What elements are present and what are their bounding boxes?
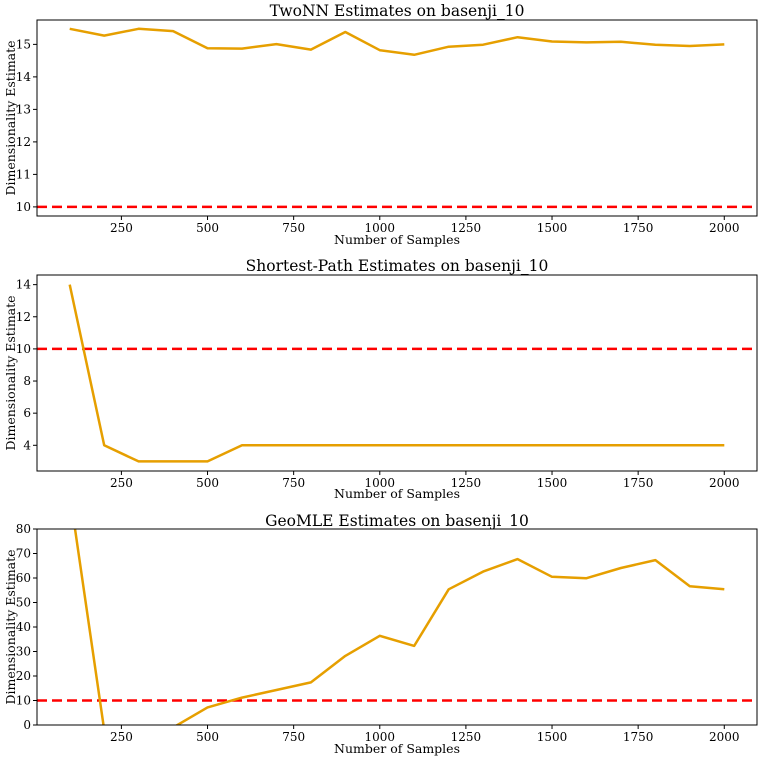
x-tick-label: 2000: [709, 476, 740, 490]
y-tick-label: 13: [16, 102, 31, 116]
series-line: [68, 284, 725, 463]
x-tick-label: 1500: [537, 730, 568, 744]
y-tick-label: 50: [16, 596, 31, 610]
x-tick-label: 500: [196, 730, 219, 744]
y-tick-label: 0: [23, 718, 31, 732]
y-tick-label: 14: [16, 70, 32, 84]
y-tick-label: 10: [16, 200, 31, 214]
y-tick-label: 12: [16, 310, 31, 324]
x-tick-label: 1000: [365, 730, 396, 744]
y-tick-label: 10: [16, 342, 31, 356]
plot-frame: [36, 274, 758, 472]
y-tick-label: 4: [23, 438, 31, 452]
x-tick-label: 1250: [451, 730, 482, 744]
y-axis-label: Dimensionality Estimate: [3, 295, 18, 450]
x-tick-label: 2000: [709, 221, 740, 235]
x-ticks: 250 500 750 1000 1250 1500 1750 2000: [110, 471, 740, 490]
y-tick-label: 20: [16, 669, 31, 683]
x-tick-label: 1250: [451, 476, 482, 490]
x-tick-label: 1000: [365, 221, 396, 235]
x-tick-label: 1000: [365, 476, 396, 490]
x-tick-label: 1750: [623, 476, 654, 490]
plot-frame: [36, 19, 758, 217]
y-tick-label: 8: [23, 374, 31, 388]
y-tick-label: 6: [23, 406, 31, 420]
y-tick-label: 10: [16, 694, 31, 708]
y-tick-label: 14: [16, 278, 32, 292]
y-ticks: 4 6 8 10 12 14: [16, 278, 37, 452]
series-line: [73, 529, 725, 725]
chart-title: Shortest-Path Estimates on basenji_10: [246, 257, 549, 275]
plot-area: [37, 20, 757, 216]
chart-panel-geomle: GeoMLE Estimates on basenji_10 250 500 750…: [3, 512, 758, 756]
x-axis-label: Number of Samples: [334, 486, 460, 501]
x-tick-label: 250: [110, 221, 133, 235]
x-tick-label: 1750: [623, 730, 654, 744]
x-tick-label: 250: [110, 730, 133, 744]
x-tick-label: 1500: [537, 221, 568, 235]
x-tick-label: 750: [282, 221, 305, 235]
plot-frame: [36, 528, 758, 726]
chart-panel-twonn: TwoNN Estimates on basenji_10 250 500 750 1…: [3, 2, 758, 247]
x-ticks: 250 500 750 1000 1250 1500 1750 2000: [110, 216, 740, 235]
y-axis-label: Dimensionality Estimate: [3, 40, 18, 195]
x-tick-label: 500: [196, 221, 219, 235]
y-tick-label: 60: [16, 571, 31, 585]
chart-title: GeoMLE Estimates on basenji_10: [265, 512, 529, 530]
y-ticks: 0 10 20 30 40 50 60 70 80: [16, 522, 37, 732]
plot-area: [37, 529, 757, 725]
x-tick-label: 1250: [451, 221, 482, 235]
x-tick-label: 250: [110, 476, 133, 490]
y-tick-label: 11: [16, 167, 31, 181]
y-tick-label: 40: [16, 620, 31, 634]
plot-area: [37, 275, 757, 471]
y-tick-label: 30: [16, 645, 31, 659]
x-tick-label: 750: [282, 476, 305, 490]
x-ticks: 250 500 750 1000 1250 1500 1750 2000: [110, 725, 740, 744]
y-tick-label: 80: [16, 522, 31, 536]
chart-title: TwoNN Estimates on basenji_10: [270, 2, 525, 20]
x-tick-label: 2000: [709, 730, 740, 744]
y-axis-label: Dimensionality Estimate: [3, 549, 18, 704]
series-line: [69, 27, 725, 57]
y-ticks: 10 11 12 13 14 15: [16, 37, 37, 214]
x-axis-label: Number of Samples: [334, 741, 460, 756]
x-tick-label: 750: [282, 730, 305, 744]
y-tick-label: 12: [16, 135, 31, 149]
x-tick-label: 500: [196, 476, 219, 490]
x-axis-label: Number of Samples: [334, 232, 460, 247]
x-tick-label: 1500: [537, 476, 568, 490]
y-tick-label: 15: [16, 37, 31, 51]
chart-panel-shortest-path: Shortest-Path Estimates on basenji_10 25…: [3, 257, 758, 501]
x-tick-label: 1750: [623, 221, 654, 235]
y-tick-label: 70: [16, 547, 31, 561]
